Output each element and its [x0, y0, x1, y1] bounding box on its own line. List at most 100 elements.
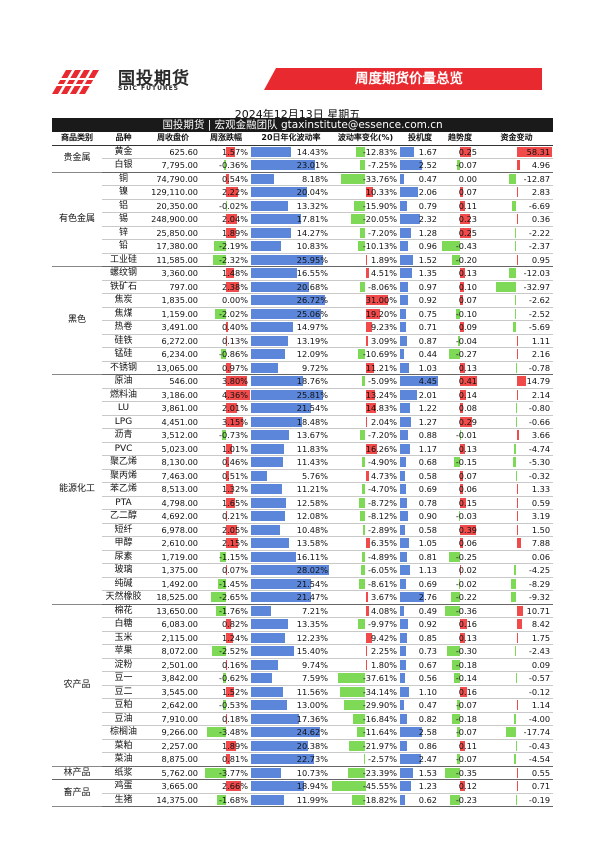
product-name: 豆油	[102, 712, 145, 726]
metric-cell: 13.00%	[251, 698, 331, 713]
cell-value: 0.59	[531, 497, 551, 508]
close-price: 7,795.00	[145, 158, 201, 173]
metric-cell: -0.43	[440, 239, 480, 254]
metric-cell: 2.16	[480, 347, 554, 362]
cell-value: 2.76	[418, 592, 437, 603]
table-row: 工业硅 11,585.00 -2.32% 25.95% 1.89% 1.52 -0.20 0.…	[52, 253, 554, 267]
bar-cell: -1.76%	[201, 605, 251, 617]
metric-cell: 0.08	[440, 401, 480, 416]
metric-cell: -0.36%	[201, 158, 251, 173]
table-row: 豆一 3,842.00 -0.62% 7.59% -37.61% 0.56 -0.14 -0.…	[52, 671, 554, 686]
metric-cell: 0.86	[400, 739, 440, 753]
product-name: 锌	[102, 226, 145, 240]
bar-cell: 20.04%	[251, 186, 331, 198]
value-bar	[365, 592, 369, 603]
value-bar	[457, 754, 460, 765]
cell-value: 20.04%	[296, 187, 328, 198]
metric-cell: 0.85	[400, 631, 440, 645]
value-bar	[251, 187, 307, 198]
metric-cell: 13.35%	[251, 617, 331, 632]
cell-value: -9.32	[528, 592, 551, 603]
cell-value: 0.15	[458, 497, 477, 508]
metric-cell: 0.47	[400, 698, 440, 713]
cell-value: -15.90%	[362, 200, 397, 211]
cell-value: 0.13%	[221, 335, 248, 346]
metric-cell: 2.25%	[331, 644, 400, 659]
metric-cell: -12.83%	[331, 145, 400, 159]
table-row: 白银 7,795.00 -0.36% 23.01% -7.25% 2.52 -0.07 4.9…	[52, 158, 554, 173]
cell-value: -2.19%	[219, 241, 248, 252]
metric-cell: -23.39%	[331, 766, 400, 780]
bar-cell: -16.84%	[331, 713, 400, 725]
cell-value: 21.47%	[296, 592, 328, 603]
value-bar	[362, 484, 366, 495]
cell-value: 2.01%	[221, 403, 248, 414]
bar-cell: -0.80	[480, 402, 553, 414]
bar-cell: 12.08%	[251, 510, 331, 522]
bar-cell: 10.71	[480, 605, 553, 617]
bar-cell: 0.10	[440, 281, 480, 293]
metric-cell: 0.12	[440, 779, 480, 794]
metric-cell: 21.47%	[251, 590, 331, 605]
bar-cell: 9.42%	[331, 632, 400, 644]
table-row: 豆油 7,910.00 0.18% 17.36% -16.84% 0.82 -0.18 -4.…	[52, 712, 554, 726]
bar-cell: 20.68%	[251, 281, 331, 293]
bar-cell: 0.85	[400, 632, 440, 644]
value-bar	[251, 254, 324, 265]
cell-value: 3.09%	[370, 335, 397, 346]
bar-cell: -0.43	[440, 240, 480, 252]
cell-value: -0.78	[528, 362, 551, 373]
cell-value: 0.07%	[221, 565, 248, 576]
bar-cell: 0.25	[440, 227, 480, 239]
bar-cell: 23.01%	[251, 159, 331, 171]
metric-cell: 1.89%	[201, 226, 251, 240]
value-bar	[251, 713, 300, 724]
bar-cell: -0.15	[440, 456, 480, 468]
product-name: PVC	[102, 442, 145, 456]
metric-cell: 9.74%	[251, 658, 331, 672]
category-cell: 农产品	[52, 604, 102, 767]
value-bar	[458, 335, 460, 346]
metric-cell: 0.82%	[201, 617, 251, 632]
bar-cell: -5.30	[480, 456, 553, 468]
bar-cell: 14.43%	[251, 146, 331, 158]
bar-cell: 12.58%	[251, 497, 331, 509]
bar-cell: -2.65%	[201, 591, 251, 603]
close-price: 3,491.00	[145, 320, 201, 335]
cell-value: 0.92	[418, 295, 437, 306]
cell-value: 10.73%	[296, 767, 328, 778]
bar-cell: 18.94%	[251, 780, 331, 792]
bar-cell: 9.74%	[251, 659, 331, 671]
bar-cell: 12.23%	[251, 632, 331, 644]
value-bar	[365, 659, 367, 670]
bar-cell: 24.62%	[251, 726, 331, 738]
cell-value: 1.23	[418, 781, 437, 792]
close-price: 3,842.00	[145, 671, 201, 686]
product-name: 苹果	[102, 644, 145, 659]
metric-cell: 12.58%	[251, 496, 331, 510]
bar-cell: 0.25	[440, 146, 480, 158]
bar-cell: 11.99%	[251, 794, 331, 806]
table-row: 生猪 14,375.00 -1.68% 11.99% -18.82% 0.62 -0.23 -…	[52, 793, 554, 807]
cell-value: 7.21%	[301, 605, 328, 616]
value-bar	[508, 173, 517, 184]
bar-cell: 0.08	[440, 402, 480, 414]
bar-cell: 0.09	[480, 659, 553, 671]
metric-cell: -11.64%	[331, 725, 400, 740]
metric-cell: -9.97%	[331, 617, 400, 632]
bar-cell: 0.90	[400, 510, 440, 522]
metric-cell: -4.00	[480, 712, 554, 726]
value-bar	[451, 254, 460, 265]
bar-cell: 3.66	[480, 429, 553, 441]
bar-cell: 10.48%	[251, 524, 331, 536]
cell-value: -0.01	[455, 430, 477, 441]
cell-value: -32.97	[523, 281, 551, 292]
table-row: 农产品 棉花 13,650.00 -1.76% 7.21% 4.08% 0.49 -0.36 1…	[52, 604, 554, 767]
bar-cell: 0.58	[400, 470, 440, 482]
cell-value: 14.27%	[296, 227, 328, 238]
metric-cell: 2.52	[400, 158, 440, 173]
bar-cell: 16.11%	[251, 551, 331, 563]
bar-cell: 2.25%	[331, 645, 400, 657]
table-row: 铅 17,380.00 -2.19% 10.83% -10.13% 0.96 -0.43 -2…	[52, 239, 554, 254]
table-row: 贵金属 黄金 625.60 1.57% 14.43% -12.83% 1.67 0.25 58.…	[52, 145, 554, 173]
